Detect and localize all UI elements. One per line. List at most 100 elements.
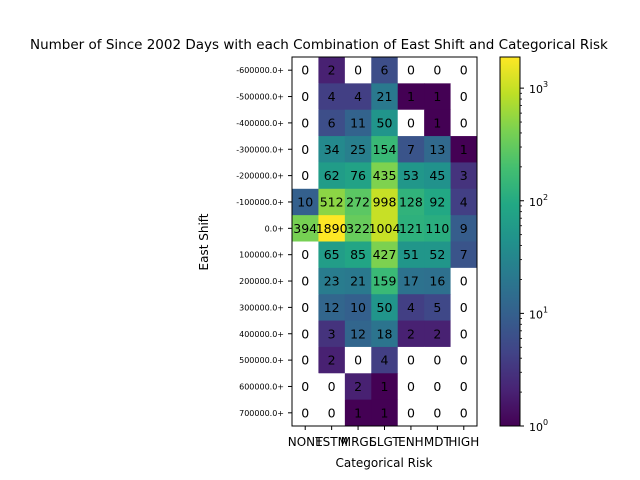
heatmap-cell bbox=[344, 320, 372, 348]
heatmap-cell bbox=[397, 57, 425, 84]
cell-value-label: 0 bbox=[460, 405, 468, 420]
heatmap-cell bbox=[424, 241, 452, 269]
heatmap-cell bbox=[318, 188, 346, 216]
cell-value-label: 3 bbox=[328, 326, 336, 341]
cell-value-label: 50 bbox=[377, 300, 393, 315]
cell-value-label: 1 bbox=[381, 379, 389, 394]
cell-value-label: 4 bbox=[354, 89, 362, 104]
heatmap-cell bbox=[344, 346, 372, 374]
y-tick-label: 200000.0+ bbox=[239, 277, 284, 286]
heatmap-cell bbox=[292, 267, 319, 295]
heatmap-cell bbox=[371, 83, 399, 111]
heatmap-cell bbox=[397, 215, 425, 242]
heatmap-cell bbox=[450, 373, 478, 401]
heatmap-cell bbox=[397, 294, 425, 322]
heatmap-cell bbox=[450, 136, 478, 163]
heatmap-cell bbox=[450, 241, 478, 269]
heatmap-cell bbox=[450, 320, 478, 348]
heatmap-cell bbox=[292, 373, 319, 401]
heatmap-cell bbox=[318, 83, 346, 111]
heatmap-cell bbox=[292, 109, 319, 137]
colorbar bbox=[499, 56, 521, 427]
colorbar-tick-label: 101 bbox=[529, 305, 548, 321]
heatmap-cell bbox=[424, 320, 452, 348]
heatmap-cell bbox=[344, 188, 372, 216]
heatmap-cell bbox=[371, 109, 399, 137]
y-tick-label: -200000.0+ bbox=[236, 172, 284, 181]
cell-value-label: 7 bbox=[407, 142, 415, 157]
heatmap-cell bbox=[318, 346, 346, 374]
heatmap-cell bbox=[371, 267, 399, 295]
cell-value-label: 272 bbox=[346, 194, 370, 209]
y-tick-label: 700000.0+ bbox=[239, 409, 284, 418]
cell-value-label: 45 bbox=[429, 168, 445, 183]
heatmap-cell bbox=[450, 215, 478, 242]
colorbar-ticks: 100 101 102 103 bbox=[520, 80, 548, 434]
cell-value-label: 4 bbox=[328, 89, 336, 104]
cell-value-label: 2 bbox=[407, 326, 415, 341]
cell-value-label: 322 bbox=[346, 221, 370, 236]
heatmap-cell bbox=[344, 241, 372, 269]
heatmap-cell bbox=[424, 399, 452, 427]
heatmap-cell bbox=[292, 294, 319, 322]
heatmap-cell bbox=[344, 294, 372, 322]
heatmap-cell bbox=[371, 188, 399, 216]
cell-value-label: 0 bbox=[301, 274, 309, 289]
heatmap-cell bbox=[397, 162, 425, 190]
y-tick-label: 600000.0+ bbox=[239, 382, 284, 391]
cell-value-label: 0 bbox=[407, 379, 415, 394]
cell-value-label: 0 bbox=[460, 115, 468, 130]
y-tick-label: 100000.0+ bbox=[239, 251, 284, 260]
heatmap-cell bbox=[344, 267, 372, 295]
heatmap-cell bbox=[292, 241, 319, 269]
cell-value-label: 0 bbox=[301, 89, 309, 104]
heatmap-cell bbox=[344, 215, 372, 242]
cell-value-label: 1 bbox=[433, 115, 441, 130]
heatmap-cell bbox=[344, 109, 372, 137]
heatmap-cell bbox=[292, 188, 319, 216]
heatmap-cell bbox=[450, 83, 478, 111]
cell-value-label: 1 bbox=[433, 89, 441, 104]
cell-value-label: 427 bbox=[373, 247, 397, 262]
colorbar-tick-label: 102 bbox=[529, 193, 548, 209]
cell-value-label: 0 bbox=[301, 379, 309, 394]
heatmap-cell bbox=[318, 109, 346, 137]
cell-value-label: 10 bbox=[350, 300, 366, 315]
cell-value-label: 13 bbox=[429, 142, 445, 157]
heatmap-cell bbox=[344, 83, 372, 111]
cell-value-label: 0 bbox=[460, 353, 468, 368]
cell-value-label: 12 bbox=[350, 326, 366, 341]
cell-value-label: 0 bbox=[460, 89, 468, 104]
cell-value-label: 16 bbox=[429, 274, 445, 289]
heatmap-cell bbox=[318, 162, 346, 190]
heatmap-cell bbox=[424, 83, 452, 111]
heatmap-cell bbox=[424, 136, 452, 163]
heatmap-cell bbox=[424, 346, 452, 374]
heatmap-cell bbox=[292, 162, 319, 190]
heatmap-cell bbox=[397, 109, 425, 137]
cell-value-label: 0 bbox=[301, 63, 309, 78]
heatmap-cell bbox=[371, 241, 399, 269]
cell-value-label: 998 bbox=[373, 194, 397, 209]
heatmap-cell bbox=[344, 373, 372, 401]
cell-value-label: 2 bbox=[433, 326, 441, 341]
y-tick-label: 0.0+ bbox=[265, 224, 284, 233]
heatmap-cell bbox=[318, 294, 346, 322]
cell-value-label: 1 bbox=[407, 89, 415, 104]
heatmap-cell bbox=[318, 241, 346, 269]
cell-value-label: 23 bbox=[324, 274, 340, 289]
heatmap-cell bbox=[397, 320, 425, 348]
cell-value-label: 0 bbox=[301, 300, 309, 315]
heatmap-cell bbox=[371, 215, 399, 242]
heatmap-cell bbox=[397, 399, 425, 427]
heatmap-cell bbox=[344, 136, 372, 163]
heatmap-cell bbox=[397, 267, 425, 295]
y-tick-label: 300000.0+ bbox=[239, 303, 284, 312]
cell-value-label: 394 bbox=[293, 221, 317, 236]
cell-value-label: 0 bbox=[301, 353, 309, 368]
x-tick-label: ENH bbox=[398, 435, 424, 449]
heatmap-cell bbox=[397, 373, 425, 401]
heatmap-cell bbox=[397, 83, 425, 111]
